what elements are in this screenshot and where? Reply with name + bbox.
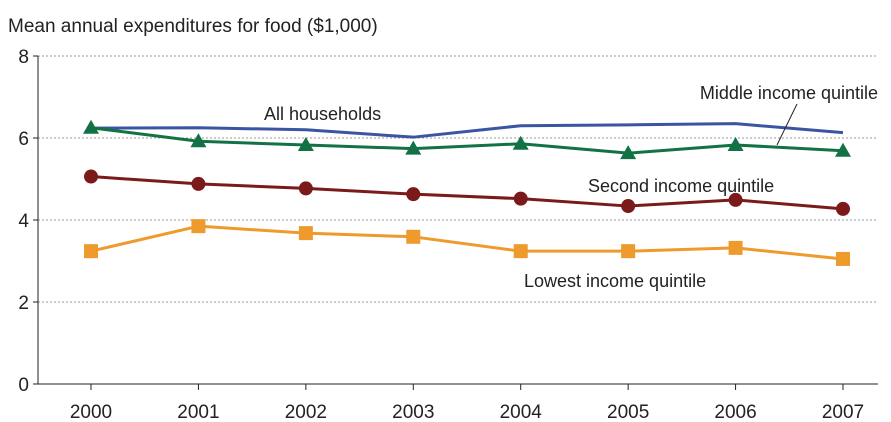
y-tick-label: 8 [18, 47, 29, 68]
data-point-middle-income-quintile [727, 136, 744, 151]
series-labels: All households Middle income quintile Seco… [264, 83, 878, 291]
data-point-middle-income-quintile [83, 119, 99, 134]
data-point-lowest-income-quintile [84, 244, 98, 259]
x-tick-label: 2006 [714, 402, 756, 422]
data-point-second-income-quintile [836, 201, 850, 216]
leader-line-middle-income-quintile [776, 103, 798, 146]
x-tick-label: 2000 [70, 402, 112, 422]
x-tick-label: 2005 [607, 402, 649, 422]
series-label-lowest-income-quintile: Lowest income quintile [524, 271, 706, 291]
data-point-middle-income-quintile [405, 140, 422, 155]
series-line-lowest-income-quintile [90, 224, 844, 261]
series-label-middle-income-quintile: Middle income quintile [700, 83, 878, 103]
data-point-lowest-income-quintile [621, 244, 636, 259]
data-point-second-income-quintile [728, 192, 743, 207]
x-tick-label: 2001 [177, 402, 219, 422]
data-point-second-income-quintile [84, 169, 98, 184]
data-point-middle-income-quintile [620, 145, 637, 160]
data-point-second-income-quintile [298, 181, 313, 196]
data-point-lowest-income-quintile [191, 219, 206, 234]
x-tick-label: 2007 [822, 402, 864, 422]
data-point-middle-income-quintile [512, 135, 529, 150]
data-point-middle-income-quintile [297, 136, 314, 151]
data-point-second-income-quintile [621, 199, 636, 214]
series-label-second-income-quintile: Second income quintile [588, 176, 774, 196]
chart-title: Mean annual expenditures for food ($1,00… [8, 16, 378, 37]
data-point-lowest-income-quintile [298, 226, 313, 241]
x-axis-ticks: 2000 2001 2002 2003 2004 2005 2006 2007 [70, 384, 864, 422]
series-line-all-households [90, 122, 844, 139]
data-point-second-income-quintile [406, 187, 421, 202]
series-line-middle-income-quintile [90, 126, 844, 155]
x-tick-label: 2002 [285, 402, 327, 422]
series-group [83, 119, 851, 266]
data-point-lowest-income-quintile [513, 244, 528, 259]
y-tick-label: 4 [18, 211, 29, 232]
y-axis-ticks: 0 2 4 6 8 [18, 47, 38, 396]
data-point-lowest-income-quintile [836, 251, 850, 266]
data-point-lowest-income-quintile [406, 229, 421, 244]
x-tick-label: 2003 [392, 402, 434, 422]
data-point-middle-income-quintile [190, 133, 207, 148]
x-tick-label: 2004 [500, 402, 543, 422]
y-tick-label: 2 [18, 293, 29, 314]
y-tick-label: 0 [18, 375, 29, 396]
data-point-second-income-quintile [191, 176, 206, 191]
data-point-middle-income-quintile [835, 142, 851, 157]
series-label-all-households: All households [264, 104, 381, 124]
y-tick-label: 6 [18, 129, 29, 150]
data-point-second-income-quintile [513, 191, 528, 206]
series-line-second-income-quintile [90, 175, 844, 211]
data-point-lowest-income-quintile [728, 240, 743, 255]
